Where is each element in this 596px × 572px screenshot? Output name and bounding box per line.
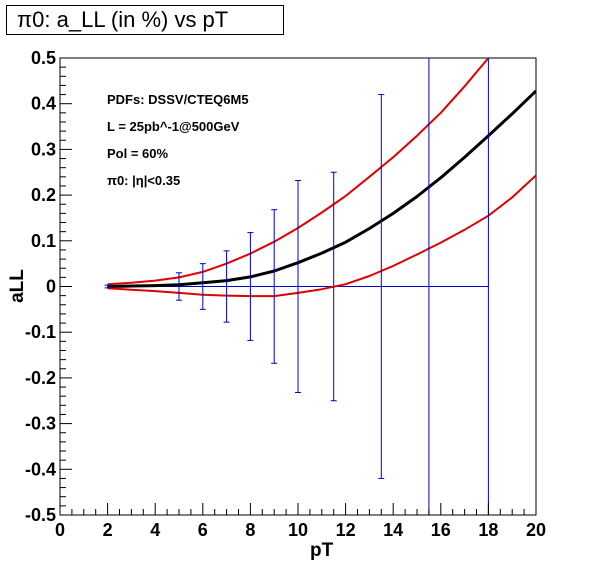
error-bar: [223, 250, 230, 323]
error-bar: [199, 263, 206, 310]
x-tick-label: 18: [478, 520, 498, 540]
error-bar: [247, 232, 254, 341]
y-tick-label: 0.5: [31, 48, 56, 68]
x-tick-label: 2: [103, 520, 113, 540]
y-tick-label: 0.2: [31, 185, 56, 205]
x-tick-label: 8: [245, 520, 255, 540]
y-tick-label: -0.2: [25, 368, 56, 388]
x-tick-label: 0: [55, 520, 65, 540]
y-tick-label: -0.5: [25, 505, 56, 525]
error-bar: [295, 179, 301, 394]
x-tick-label: 10: [288, 520, 308, 540]
y-tick-label: 0.1: [31, 231, 56, 251]
error-bar: [104, 284, 111, 289]
x-tick-label: 6: [198, 520, 208, 540]
error-bar: [378, 94, 385, 479]
y-tick-label: 0.4: [31, 94, 56, 114]
annotation-text: L = 25pb^-1@500GeV: [107, 119, 240, 134]
x-tick-label: 14: [383, 520, 403, 540]
y-tick-label: -0.1: [25, 322, 56, 342]
y-tick-label: 0.3: [31, 139, 56, 159]
x-tick-label: 20: [526, 520, 546, 540]
x-tick-label: 12: [336, 520, 356, 540]
y-axis-title: aLL: [7, 269, 28, 303]
y-tick-label: 0: [46, 277, 56, 297]
annotation-text: π0: |η|<0.35: [107, 173, 180, 188]
y-tick-label: -0.4: [25, 459, 56, 479]
annotation-text: Pol = 60%: [107, 146, 168, 161]
chart-title: π0: a_LL (in %) vs pT: [6, 5, 284, 35]
x-tick-label: 16: [431, 520, 451, 540]
error-bar: [330, 171, 337, 402]
x-axis-title: pT: [310, 540, 334, 561]
annotation-text: PDFs: DSSV/CTEQ6M5: [107, 92, 249, 107]
y-tick-label: -0.3: [25, 414, 56, 434]
x-tick-label: 4: [150, 520, 160, 540]
error-bar: [176, 272, 182, 301]
error-bar: [271, 209, 278, 364]
